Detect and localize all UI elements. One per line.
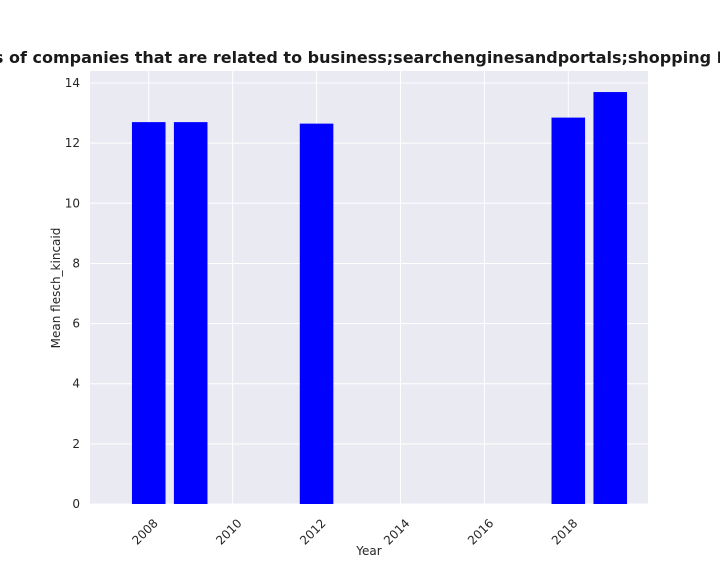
y-tick-label: 14 — [65, 76, 80, 90]
y-tick-label: 6 — [72, 317, 80, 331]
x-tick-labels: 2008 2010 2012 2014 2016 2018 — [129, 516, 580, 547]
x-tick-label: 2016 — [465, 516, 496, 547]
bar-2008 — [131, 122, 166, 505]
x-axis-label: Year — [355, 544, 381, 558]
y-tick-label: 8 — [72, 256, 80, 270]
x-tick-label: 2008 — [129, 516, 160, 547]
bar-2012 — [299, 123, 334, 505]
y-tick-label: 12 — [65, 136, 80, 150]
chart-title: Mean flesch_kincaid in privacy policies … — [0, 48, 720, 67]
x-tick-label: 2018 — [549, 516, 580, 547]
x-tick-label: 2014 — [381, 516, 412, 547]
bar-2019 — [593, 92, 628, 504]
x-tick-label: 2012 — [297, 516, 328, 547]
y-tick-label: 2 — [72, 437, 80, 451]
y-tick-labels: 0 2 4 6 8 10 12 14 — [65, 76, 80, 511]
y-tick-label: 0 — [72, 497, 80, 511]
bars — [131, 92, 628, 505]
bar-2009 — [173, 122, 208, 505]
x-tick-label: 2010 — [213, 516, 244, 547]
y-axis-label: Mean flesch_kincaid — [49, 228, 63, 349]
y-tick-label: 4 — [72, 377, 80, 391]
bar-2018 — [551, 117, 586, 504]
y-tick-label: 10 — [65, 196, 80, 210]
